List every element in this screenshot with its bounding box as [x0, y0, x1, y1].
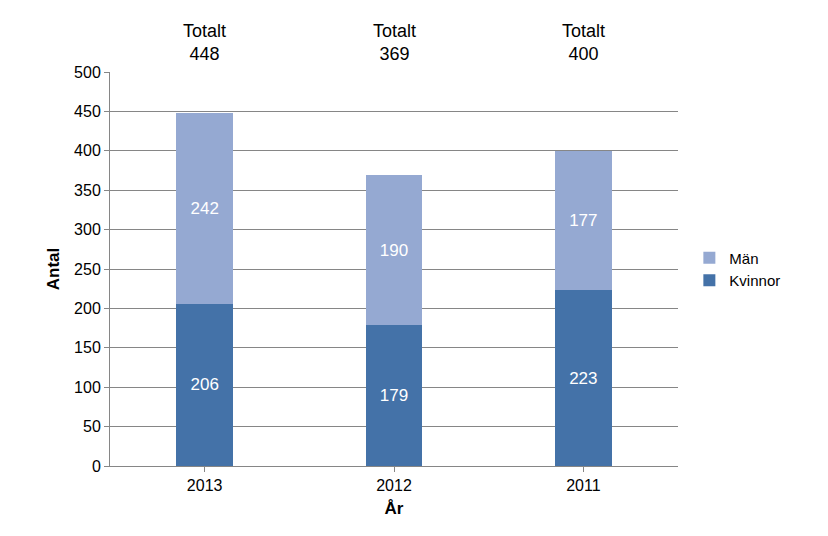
svg-text:190: 190 — [380, 241, 408, 260]
svg-text:150: 150 — [74, 339, 101, 356]
svg-text:200: 200 — [74, 300, 101, 317]
svg-text:242: 242 — [190, 199, 218, 218]
svg-text:250: 250 — [74, 261, 101, 278]
svg-text:177: 177 — [569, 211, 597, 230]
svg-text:350: 350 — [74, 182, 101, 199]
svg-text:500: 500 — [74, 64, 101, 81]
svg-text:Totalt369: Totalt369 — [373, 21, 416, 64]
svg-text:Totalt400: Totalt400 — [562, 21, 605, 64]
svg-text:Män: Män — [729, 250, 758, 267]
svg-text:400: 400 — [74, 142, 101, 159]
svg-text:Totalt448: Totalt448 — [183, 21, 226, 64]
svg-text:År: År — [385, 499, 404, 518]
svg-text:179: 179 — [380, 386, 408, 405]
svg-text:100: 100 — [74, 379, 101, 396]
svg-text:223: 223 — [569, 369, 597, 388]
svg-text:2013: 2013 — [187, 477, 223, 494]
svg-text:Kvinnor: Kvinnor — [729, 272, 780, 289]
svg-text:300: 300 — [74, 221, 101, 238]
svg-text:50: 50 — [83, 418, 101, 435]
svg-text:2012: 2012 — [376, 477, 412, 494]
svg-text:Antal: Antal — [44, 248, 63, 291]
svg-text:450: 450 — [74, 103, 101, 120]
svg-text:2011: 2011 — [566, 477, 601, 494]
svg-text:0: 0 — [92, 458, 101, 475]
svg-text:206: 206 — [190, 375, 218, 394]
